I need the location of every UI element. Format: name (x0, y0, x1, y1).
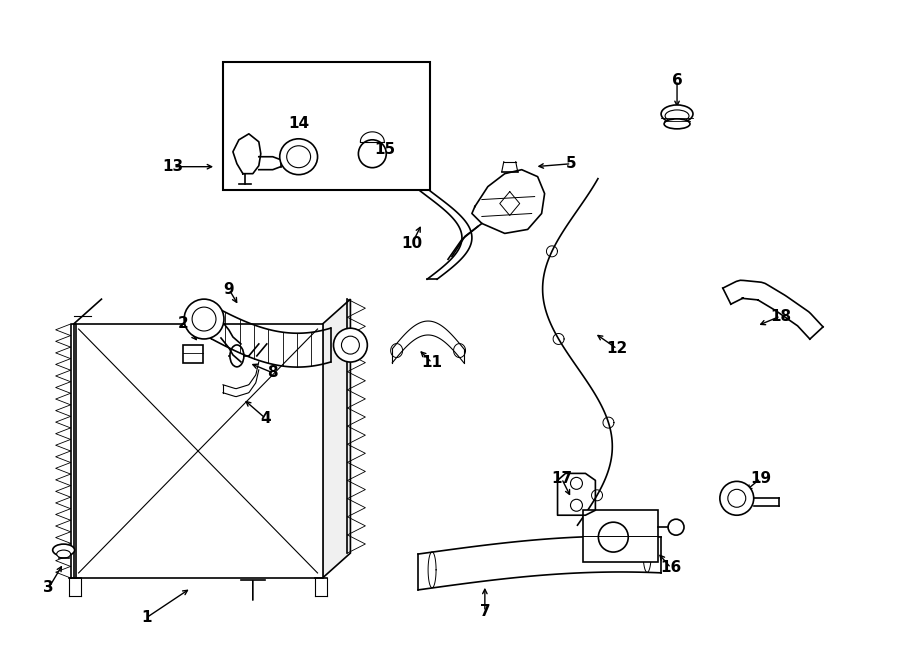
Text: 2: 2 (178, 315, 188, 330)
Ellipse shape (230, 345, 244, 367)
Text: 18: 18 (770, 309, 791, 324)
Polygon shape (322, 299, 350, 578)
Ellipse shape (53, 544, 75, 556)
Circle shape (571, 477, 582, 489)
Circle shape (720, 481, 753, 515)
Text: 14: 14 (288, 116, 310, 132)
Circle shape (728, 489, 746, 507)
Ellipse shape (665, 110, 689, 122)
Circle shape (334, 329, 367, 362)
Text: 8: 8 (267, 366, 278, 380)
Circle shape (341, 336, 359, 354)
Bar (183, 345, 203, 363)
Text: 12: 12 (607, 342, 628, 356)
Ellipse shape (57, 550, 70, 558)
Text: 1: 1 (141, 610, 151, 625)
Circle shape (571, 499, 582, 511)
Circle shape (192, 307, 216, 331)
Ellipse shape (664, 119, 690, 129)
Polygon shape (74, 324, 322, 578)
Ellipse shape (358, 140, 386, 168)
Text: 17: 17 (551, 471, 572, 486)
Text: 9: 9 (223, 282, 234, 297)
Text: 3: 3 (43, 580, 54, 596)
Circle shape (184, 299, 224, 339)
Bar (223, 62, 430, 190)
Text: 19: 19 (750, 471, 771, 486)
Text: 7: 7 (480, 604, 491, 619)
Ellipse shape (662, 105, 693, 123)
Text: 5: 5 (566, 156, 577, 171)
Text: 10: 10 (401, 236, 423, 251)
Text: 16: 16 (661, 561, 681, 576)
Circle shape (668, 519, 684, 535)
Text: 11: 11 (421, 356, 443, 370)
Text: 6: 6 (671, 73, 682, 87)
Ellipse shape (287, 146, 310, 168)
Bar (583, 510, 658, 562)
Ellipse shape (280, 139, 318, 175)
Circle shape (598, 522, 628, 552)
Text: 15: 15 (374, 142, 396, 157)
Text: 13: 13 (163, 159, 184, 175)
Text: 4: 4 (260, 411, 271, 426)
